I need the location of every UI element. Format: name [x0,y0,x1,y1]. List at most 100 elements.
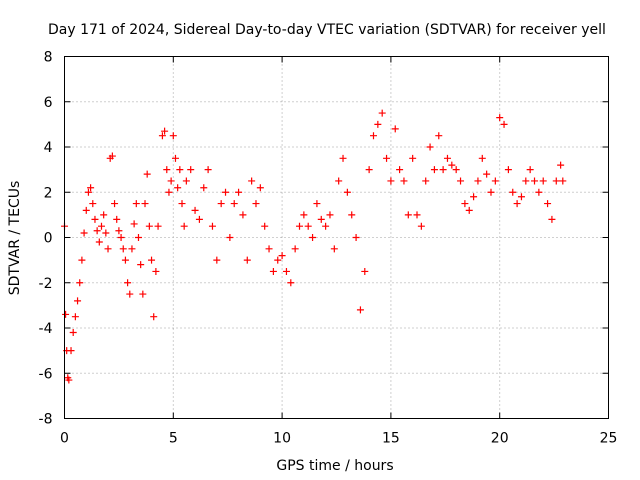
data-point [330,245,338,253]
x-tick-label: 0 [60,431,69,447]
x-axis-label: GPS time / hours [276,458,393,474]
data-point [226,234,234,241]
data-point [387,177,395,185]
data-point [62,310,70,318]
x-tick-label: 25 [600,431,618,447]
data-point [470,193,478,201]
data-point [148,256,156,264]
data-point [89,200,97,208]
data-point [69,329,77,337]
data-point [67,347,75,355]
data-point [417,222,425,230]
x-tick-label: 20 [491,431,509,447]
data-point [513,200,521,208]
data-point [178,200,186,208]
data-point [443,154,451,162]
data-point [130,220,138,228]
data-point [182,177,190,185]
data-point [87,184,95,192]
data-point [108,152,116,160]
data-point [531,177,539,185]
data-point [113,215,121,223]
data-point [239,211,247,219]
data-point [539,177,547,185]
y-tick-label: -4 [39,321,53,337]
grid [64,56,609,419]
data-point [187,166,195,174]
data-point [291,245,299,253]
data-point [452,166,460,174]
data-point [95,238,103,246]
data-point [180,222,188,230]
data-point [150,313,158,321]
data-point [339,154,347,162]
data-point [435,132,443,140]
data-point [169,132,177,140]
data-point [256,184,264,192]
data-point [348,211,356,219]
data-point [230,200,238,208]
data-point [132,200,140,208]
data-point [121,256,129,264]
data-point [404,211,412,219]
data-point [191,206,199,214]
data-point [522,177,530,185]
data-points [61,109,567,384]
data-point [278,252,286,260]
data-point [161,127,169,135]
data-point [213,256,221,264]
data-point [504,166,512,174]
data-point [128,245,136,253]
data-point [409,154,417,162]
y-tick-label: -8 [39,412,53,428]
x-tick-label: 10 [273,431,291,447]
data-point [252,200,260,208]
data-point [152,267,160,275]
data-point [559,177,567,185]
data-point [82,206,90,214]
y-tick-label: 2 [44,185,53,201]
data-point [91,215,99,223]
data-point [111,200,119,208]
data-point [430,166,438,174]
data-point [137,261,145,269]
data-point [535,188,543,196]
data-point [400,177,408,185]
data-point [145,222,153,230]
data-point [313,200,321,208]
data-point [195,215,203,223]
y-axis-label: SDTVAR / TECUs [7,181,23,296]
data-point [102,229,110,237]
data-point [465,206,473,214]
data-point [309,234,317,241]
data-point [274,256,282,264]
data-point [287,279,295,287]
chart-title: Day 171 of 2024, Sidereal Day-to-day VTE… [48,22,606,38]
data-point [100,211,108,219]
data-point [126,290,134,298]
data-point [208,222,216,230]
data-point [222,188,230,196]
data-point [413,211,421,219]
data-point [117,234,125,241]
data-point [487,188,495,196]
data-point [71,313,79,321]
data-point [174,184,182,192]
data-point [104,245,112,253]
data-point [200,184,208,192]
y-tick-label: 4 [44,140,53,156]
y-tick-label: 0 [44,231,53,247]
y-tick-label: -2 [39,276,53,292]
tick-labels: 0 5 10 15 20 25 -8 -6 -4 -2 0 2 4 6 8 [39,50,618,447]
data-point [509,188,517,196]
data-point [97,222,105,230]
data-point [552,177,560,185]
y-tick-label: 6 [44,95,53,111]
data-point [391,125,399,133]
data-point [243,256,251,264]
data-point [176,166,184,174]
data-point [165,188,173,196]
data-point [78,256,86,264]
data-point [217,200,225,208]
